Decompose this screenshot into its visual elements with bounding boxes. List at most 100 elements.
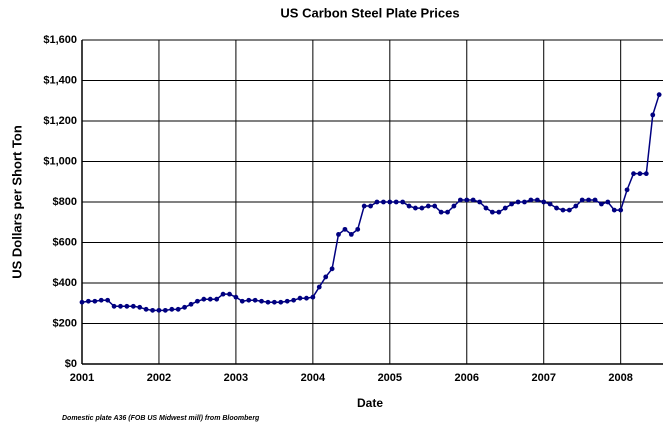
data-point: [79, 299, 85, 305]
x-tick-label: 2001: [70, 372, 94, 384]
data-point: [98, 297, 104, 303]
data-point: [361, 203, 367, 209]
data-point: [605, 199, 611, 205]
data-point: [297, 295, 303, 301]
data-point: [374, 199, 380, 205]
data-point: [195, 298, 200, 304]
data-point: [624, 187, 630, 193]
data-point: [599, 201, 604, 207]
data-point: [566, 207, 572, 213]
data-point: [143, 306, 149, 312]
data-point: [419, 205, 425, 211]
data-point: [239, 298, 245, 304]
data-point: [483, 205, 489, 211]
data-point: [509, 201, 515, 207]
data-point: [502, 205, 508, 211]
data-point: [175, 306, 181, 312]
data-point: [278, 299, 284, 305]
x-tick-label: 2006: [455, 372, 479, 384]
data-point: [451, 203, 457, 209]
y-tick-label: $1,000: [43, 155, 77, 167]
data-point: [252, 297, 258, 303]
data-point: [105, 297, 111, 303]
data-point: [457, 197, 463, 203]
data-point: [150, 307, 155, 313]
data-point: [611, 207, 617, 213]
data-point: [522, 199, 527, 205]
y-tick-label: $600: [53, 236, 77, 248]
data-point: [573, 203, 579, 209]
y-tick-label: $1,200: [43, 115, 77, 127]
data-point: [400, 199, 406, 205]
y-axis-label: US Dollars per Short Ton: [9, 125, 24, 279]
data-point: [284, 298, 290, 304]
data-point: [534, 197, 540, 203]
data-point: [547, 201, 553, 207]
footnote: Domestic plate A36 (FOB US Midwest mill)…: [62, 415, 260, 422]
data-point: [246, 297, 252, 303]
x-tick-label: 2002: [147, 372, 171, 384]
data-point: [182, 304, 187, 310]
x-axis-label: Date: [357, 396, 383, 410]
data-point: [271, 299, 277, 305]
y-tick-label: $800: [53, 196, 77, 208]
data-point: [470, 197, 476, 203]
data-point: [265, 299, 271, 305]
data-point: [207, 296, 213, 302]
data-point: [477, 199, 483, 205]
data-line: [81, 94, 660, 312]
data-point: [515, 199, 521, 205]
data-point: [162, 307, 168, 313]
data-point: [227, 291, 232, 297]
x-tick-label: 2008: [608, 372, 632, 384]
data-point: [425, 203, 431, 209]
chart-title: US Carbon Steel Plate Prices: [280, 5, 459, 20]
data-point: [381, 199, 386, 205]
data-point: [336, 232, 341, 237]
data-point: [214, 296, 220, 302]
data-point: [387, 199, 393, 205]
data-point: [169, 306, 175, 312]
data-point: [304, 295, 309, 301]
data-point: [528, 197, 534, 203]
data-point: [156, 307, 162, 313]
data-point: [118, 303, 123, 309]
data-point: [220, 291, 226, 297]
data-point: [541, 199, 547, 205]
data-point: [464, 197, 470, 203]
data-point: [413, 205, 418, 211]
x-tick-label: 2004: [301, 372, 326, 384]
data-point: [233, 294, 239, 300]
data-point: [592, 197, 598, 203]
data-point: [92, 298, 98, 304]
data-point: [85, 298, 91, 304]
data-point: [201, 296, 207, 302]
data-point: [489, 209, 495, 215]
data-point: [316, 284, 322, 290]
data-point: [650, 112, 656, 118]
data-point: [432, 203, 438, 209]
x-tick-label: 2003: [224, 372, 248, 384]
data-point: [393, 199, 399, 205]
data-point: [637, 171, 643, 177]
data-point: [188, 301, 194, 307]
data-point: [445, 209, 450, 215]
data-point: [291, 297, 297, 303]
x-tick-label: 2007: [531, 372, 555, 384]
data-point: [124, 303, 130, 309]
data-point: [323, 274, 329, 280]
data-point: [438, 209, 444, 215]
data-point: [310, 294, 316, 300]
data-point: [560, 207, 566, 213]
data-point: [586, 197, 591, 203]
data-point: [643, 171, 649, 177]
y-tick-label: $0: [65, 358, 77, 370]
data-point: [618, 207, 624, 213]
data-point: [259, 298, 264, 304]
data-point: [496, 209, 502, 215]
data-point: [130, 303, 136, 309]
data-point: [329, 266, 335, 272]
data-point: [348, 232, 354, 237]
data-point: [342, 226, 348, 232]
